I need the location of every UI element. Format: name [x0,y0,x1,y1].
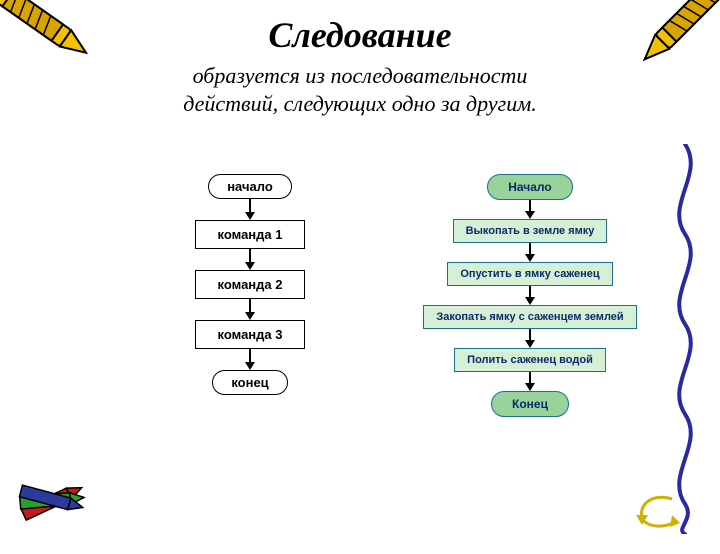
page-title: Следование [0,14,720,56]
flow-arrow [245,249,255,270]
subtitle-line1: образуется из последовательности [193,63,528,88]
flow-arrow [525,243,535,262]
flowchart-generic: начало команда 1 команда 2 команда 3 конец [150,174,350,395]
flow-process: Опустить в ямку саженец [447,262,612,286]
squiggle-icon [660,144,710,539]
flow-arrow [245,199,255,220]
flow-terminal: Конец [491,391,569,417]
flow-process: Выкопать в земле ямку [453,219,608,243]
flow-arrow [245,299,255,320]
flow-process: Закопать ямку с саженцем землей [423,305,636,329]
back-arrow-icon [634,493,680,534]
flow-arrow [525,372,535,391]
subtitle-line2: действий, следующих одно за другим. [183,91,537,116]
flow-arrow [525,329,535,348]
flow-process: команда 2 [195,270,306,299]
flow-process: команда 3 [195,320,306,349]
flow-arrow [245,349,255,370]
flow-process: команда 1 [195,220,306,249]
flow-terminal: конец [212,370,287,395]
flowchart-planting: Начало Выкопать в земле ямку Опустить в ям… [380,174,680,417]
flow-arrow [525,200,535,219]
flow-process: Полить саженец водой [454,348,606,372]
page-subtitle: образуется из последовательности действи… [0,62,720,117]
flow-terminal: Начало [487,174,572,200]
crayon-bundle-icon [10,454,100,544]
flow-arrow [525,286,535,305]
flow-terminal: начало [208,174,292,199]
diagram-area: начало команда 1 команда 2 команда 3 конец Н… [0,174,720,534]
